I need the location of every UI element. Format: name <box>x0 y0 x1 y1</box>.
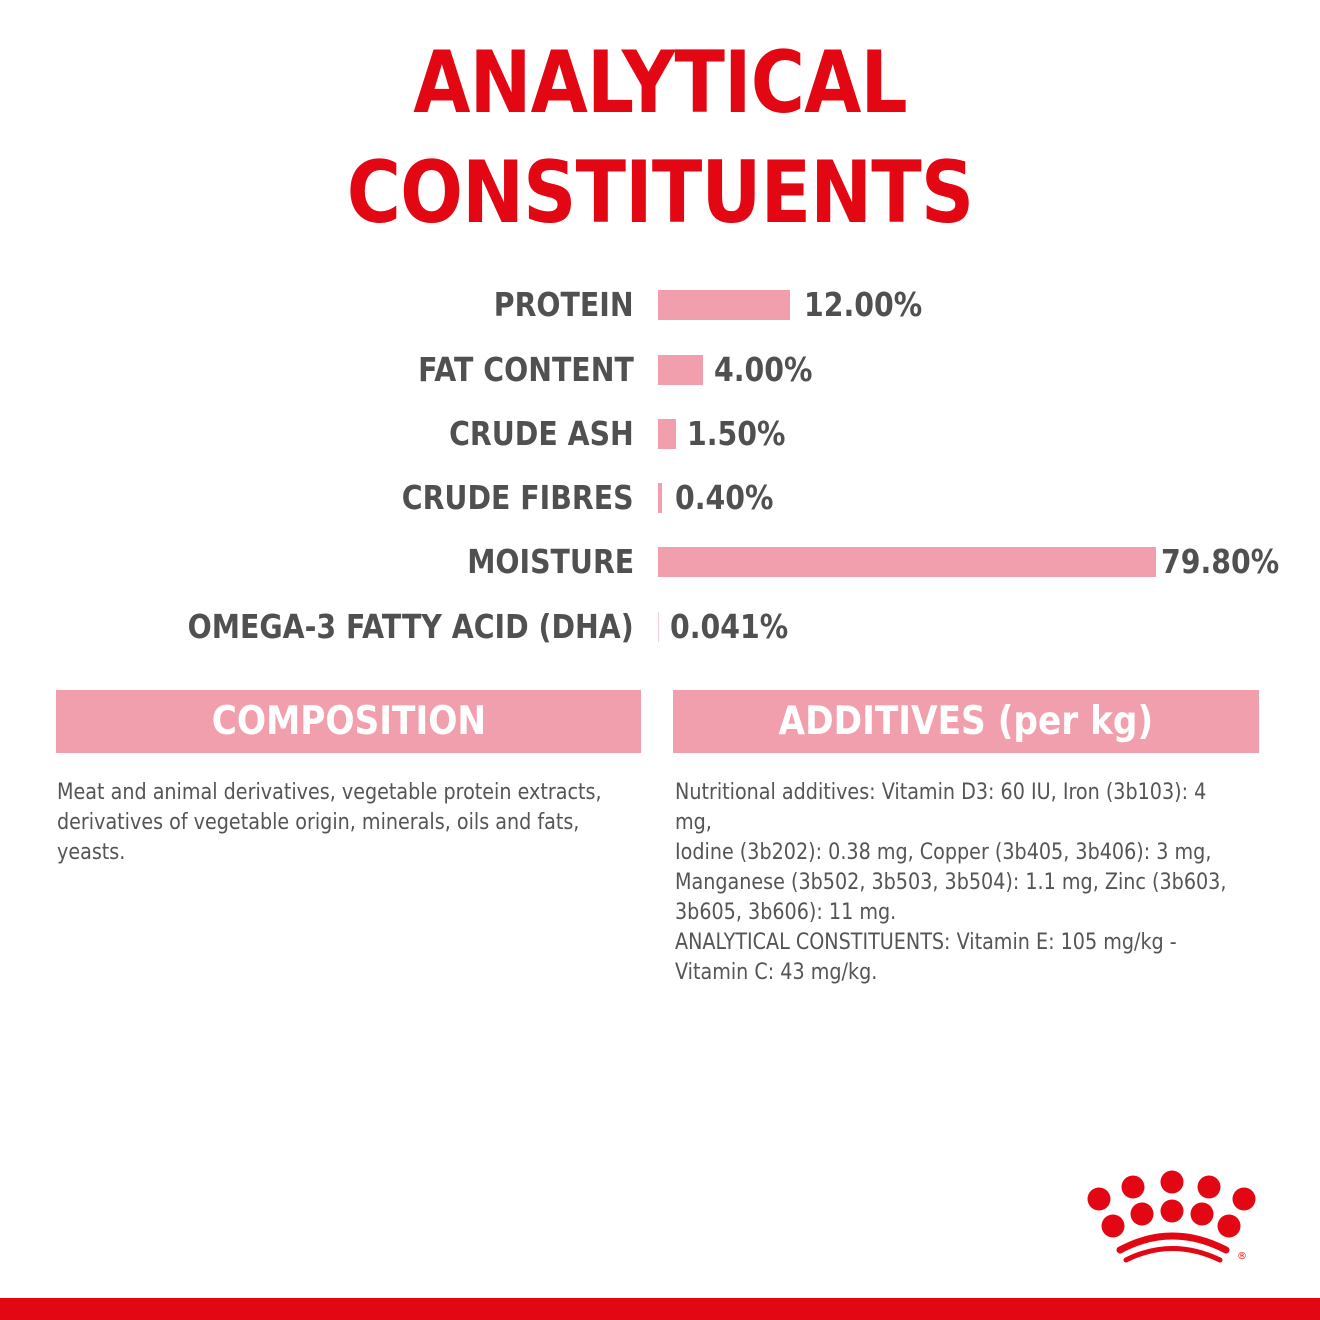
bar-label: CRUDE ASH <box>449 414 634 453</box>
additives-line: Manganese (3b502, 3b503, 3b504): 1.1 mg,… <box>675 870 1227 895</box>
bar-label: MOISTURE <box>466 542 634 581</box>
composition-line: yeasts. <box>57 840 126 865</box>
additives-line: Nutritional additives: Vitamin D3: 60 IU… <box>675 780 1207 835</box>
registered-mark: ® <box>1237 1251 1247 1262</box>
additives-line: Vitamin C: 43 mg/kg. <box>675 960 878 985</box>
bar-value: 0.041% <box>670 607 789 646</box>
crown-logo-icon: ® <box>1087 1170 1256 1263</box>
footer-red-bar <box>0 1298 1320 1320</box>
additives-line: 3b605, 3b606): 11 mg. <box>675 900 897 925</box>
composition-header: COMPOSITION <box>56 690 641 753</box>
composition-line: derivatives of vegetable origin, mineral… <box>57 810 580 835</box>
composition-text: Meat and animal derivatives, vegetable p… <box>57 778 602 868</box>
chart-row-moisture: MOISTURE 79.80% <box>0 537 1320 587</box>
bar <box>658 290 790 320</box>
bar <box>658 355 703 385</box>
additives-line: Iodine (3b202): 0.38 mg, Copper (3b405, … <box>675 840 1212 865</box>
bar-value: 0.40% <box>675 478 774 517</box>
bar-value: 4.00% <box>714 350 813 389</box>
bar <box>658 419 676 449</box>
chart-row-protein: PROTEIN 12.00% <box>0 280 1320 330</box>
additives-text: Nutritional additives: Vitamin D3: 60 IU… <box>675 778 1236 988</box>
chart-row-omega-3-dha: OMEGA-3 FATTY ACID (DHA) 0.041% <box>0 602 1320 652</box>
bar-value: 12.00% <box>804 285 923 324</box>
bar-label: PROTEIN <box>494 285 634 324</box>
bar <box>658 547 1156 577</box>
additives-line: ANALYTICAL CONSTITUENTS: Vitamin E: 105 … <box>675 930 1177 955</box>
bar-value: 1.50% <box>687 414 786 453</box>
composition-line: Meat and animal derivatives, vegetable p… <box>57 780 602 805</box>
composition-heading: COMPOSITION <box>211 699 486 744</box>
chart-row-crude-fibres: CRUDE FIBRES 0.40% <box>0 473 1320 523</box>
bar <box>658 612 659 642</box>
additives-heading: ADDITIVES (per kg) <box>778 699 1154 744</box>
chart-row-crude-ash: CRUDE ASH 1.50% <box>0 409 1320 459</box>
bar-label: FAT CONTENT <box>418 350 634 389</box>
bar-value: 79.80% <box>1161 542 1280 581</box>
additives-header: ADDITIVES (per kg) <box>673 690 1259 753</box>
bar-label: OMEGA-3 FATTY ACID (DHA) <box>187 607 634 646</box>
bar <box>658 483 662 513</box>
chart-row-fat-content: FAT CONTENT 4.00% <box>0 345 1320 395</box>
page-title: ANALYTICAL CONSTITUENTS <box>346 33 974 243</box>
bar-label: CRUDE FIBRES <box>402 478 634 517</box>
